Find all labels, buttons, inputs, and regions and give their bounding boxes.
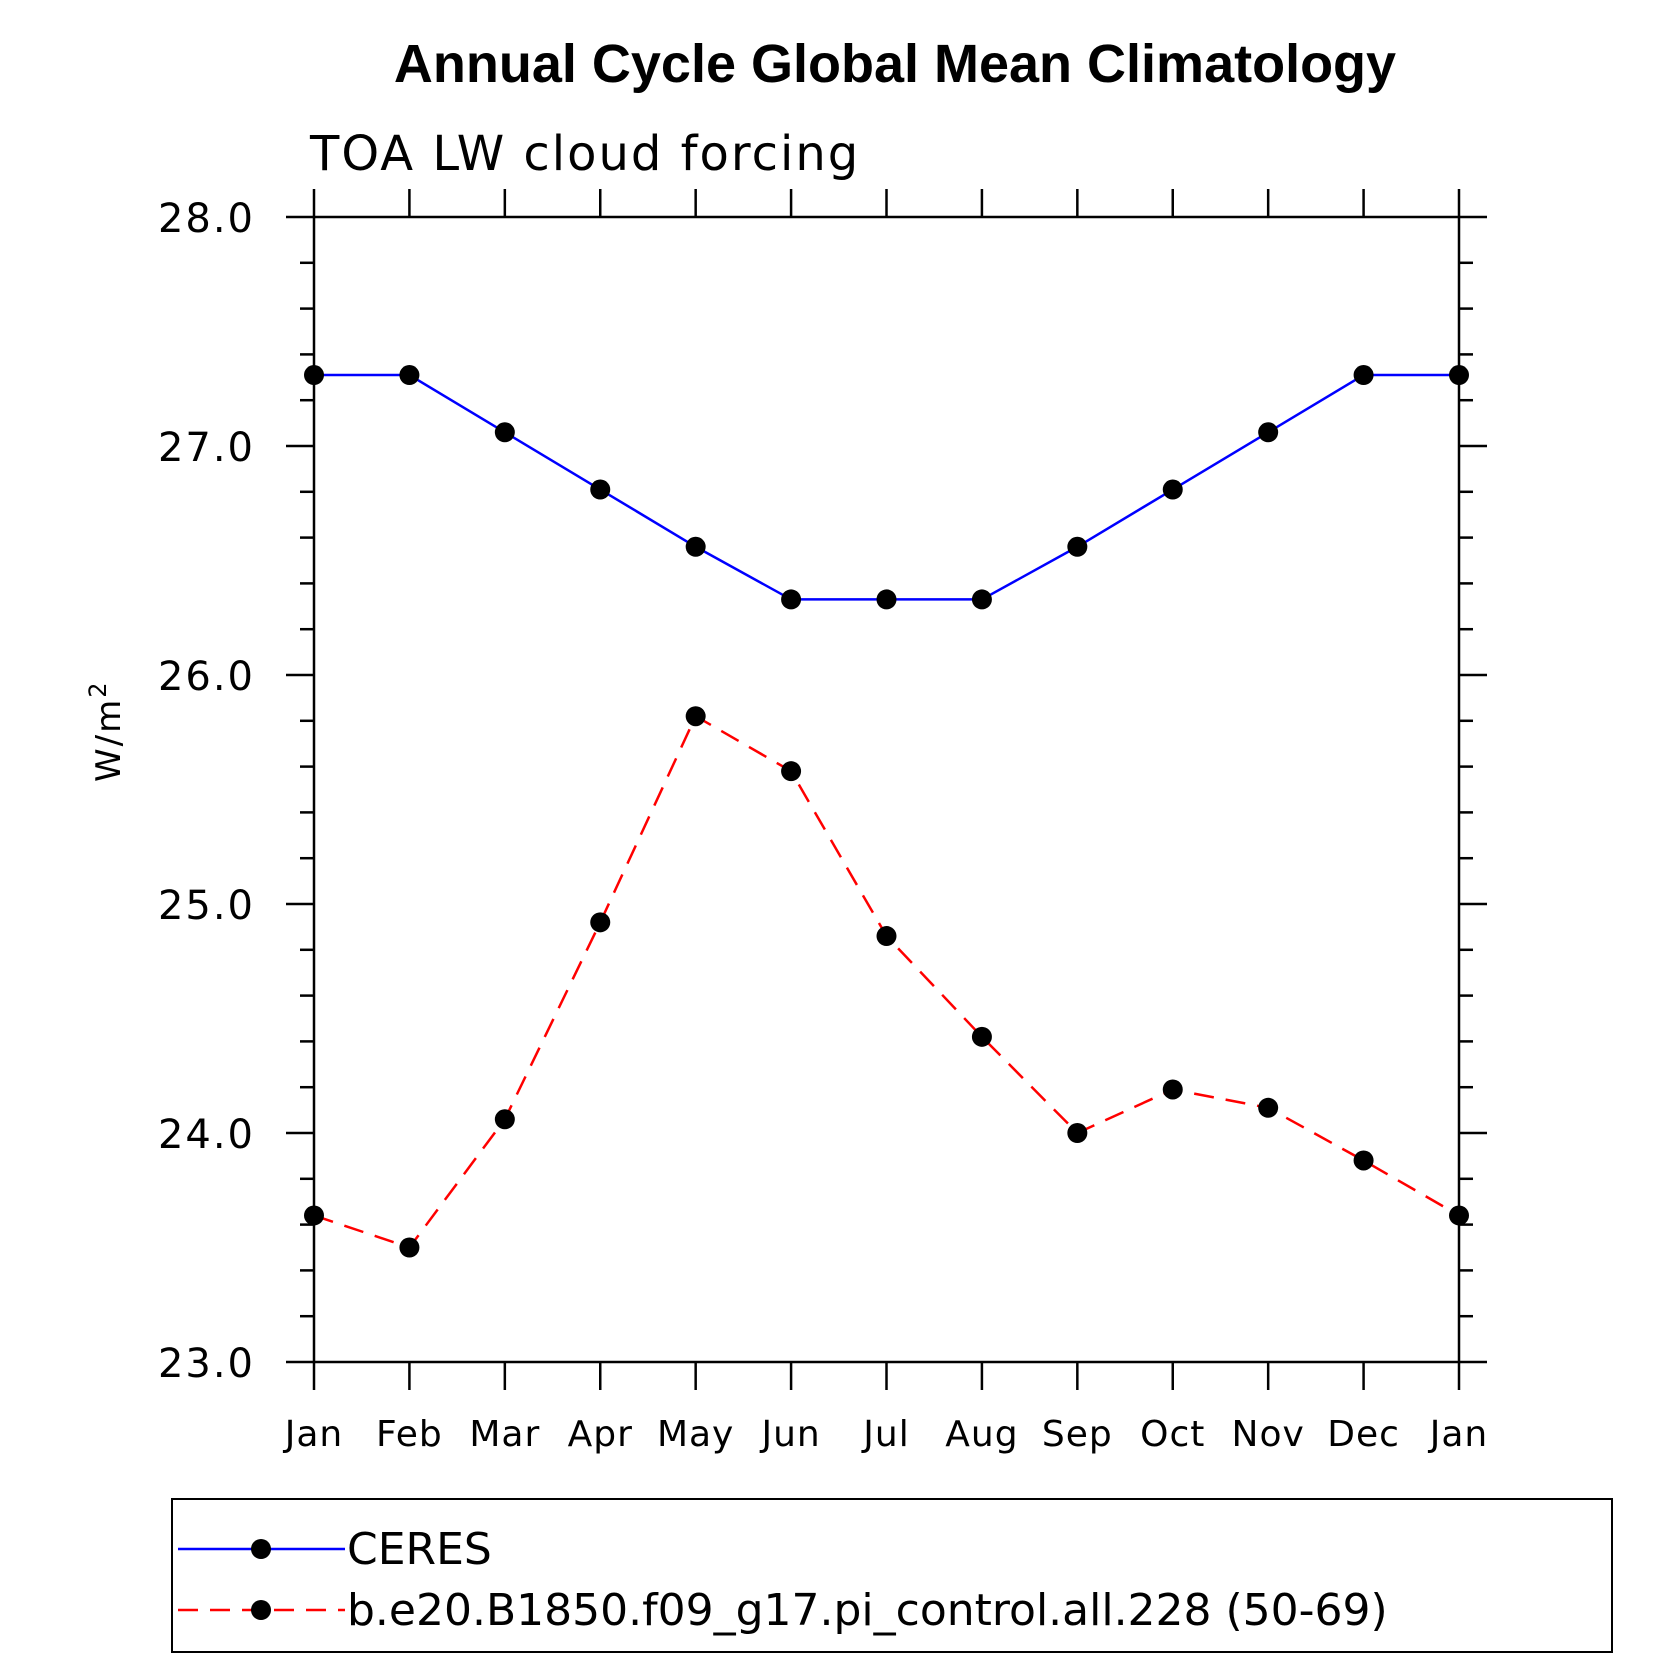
legend-item-ceres: CERES [178,1524,492,1575]
x-tick-label: May [657,1414,734,1455]
y-tick-label: 28.0 [158,196,255,242]
data-point [494,1109,515,1130]
data-point [1449,1205,1469,1226]
y-tick-label: 23.0 [158,1341,255,1387]
legend-model-marker [251,1600,271,1620]
data-point [590,479,611,500]
legend-ceres-marker [251,1539,271,1559]
plot-frame [312,215,1461,1364]
data-point [1353,1150,1374,1171]
x-tick-label: Oct [1140,1414,1205,1455]
data-point [1258,1097,1279,1118]
chart-subtitle: TOA LW cloud forcing [309,126,860,182]
series-layer [304,365,1469,1258]
x-tick-label: Mar [469,1414,540,1455]
data-point [1067,1123,1088,1143]
data-point [1258,422,1279,443]
legend-model-label: b.e20.B1850.f09_g17.pi_control.all.228 (… [347,1585,1388,1636]
series-0 [304,365,1469,610]
x-tick-label: Jul [861,1414,909,1455]
y-tick-label: 27.0 [158,425,255,471]
x-tick-label: Jan [283,1414,344,1455]
x-tick-label: Apr [568,1414,633,1455]
data-point [971,1026,992,1047]
axes: 23.0 24.0 25.0 26.0 27.0 28.0 Jan Feb Mar Apr May J… [158,189,1489,1455]
data-point [304,1205,324,1226]
y-tick-label: 26.0 [158,654,255,700]
legend-box [171,1498,1613,1653]
legend: CERES b.e20.B1850.f09_g17.pi_control.all… [171,1498,1613,1653]
y-axis-label: W/m2 [84,681,129,782]
data-point [685,536,706,557]
data-point [1449,365,1469,386]
data-point [494,422,515,443]
data-point [399,1237,420,1258]
data-point [1162,479,1183,500]
data-point [876,589,897,610]
series-line [313,714,1460,1249]
data-point [1353,365,1374,386]
chart-title: Annual Cycle Global Mean Climatology [394,34,1396,94]
series-line [314,373,1459,601]
data-point [781,761,802,782]
x-tick-label: Feb [376,1414,443,1455]
data-point [971,589,992,610]
data-point [1162,1079,1183,1100]
x-tick-label: Jun [759,1414,820,1455]
x-tick-label: Nov [1232,1414,1305,1455]
data-point [399,365,420,386]
data-point [590,912,611,933]
y-axis-label-superscript: 2 [84,681,112,698]
data-point [781,589,802,610]
legend-item-model: b.e20.B1850.f09_g17.pi_control.all.228 (… [178,1585,1388,1636]
y-tick-label: 24.0 [158,1112,255,1158]
x-tick-label: Sep [1042,1414,1113,1455]
series-1 [304,706,1469,1258]
data-point [1067,536,1088,557]
x-tick-label: Dec [1327,1414,1400,1455]
data-point [876,926,897,947]
legend-ceres-label: CERES [347,1524,492,1575]
x-tick-label: Aug [945,1414,1018,1455]
data-point [304,365,324,386]
x-tick-label: Jan [1428,1414,1489,1455]
y-tick-label: 25.0 [158,883,255,929]
data-point [685,706,706,727]
